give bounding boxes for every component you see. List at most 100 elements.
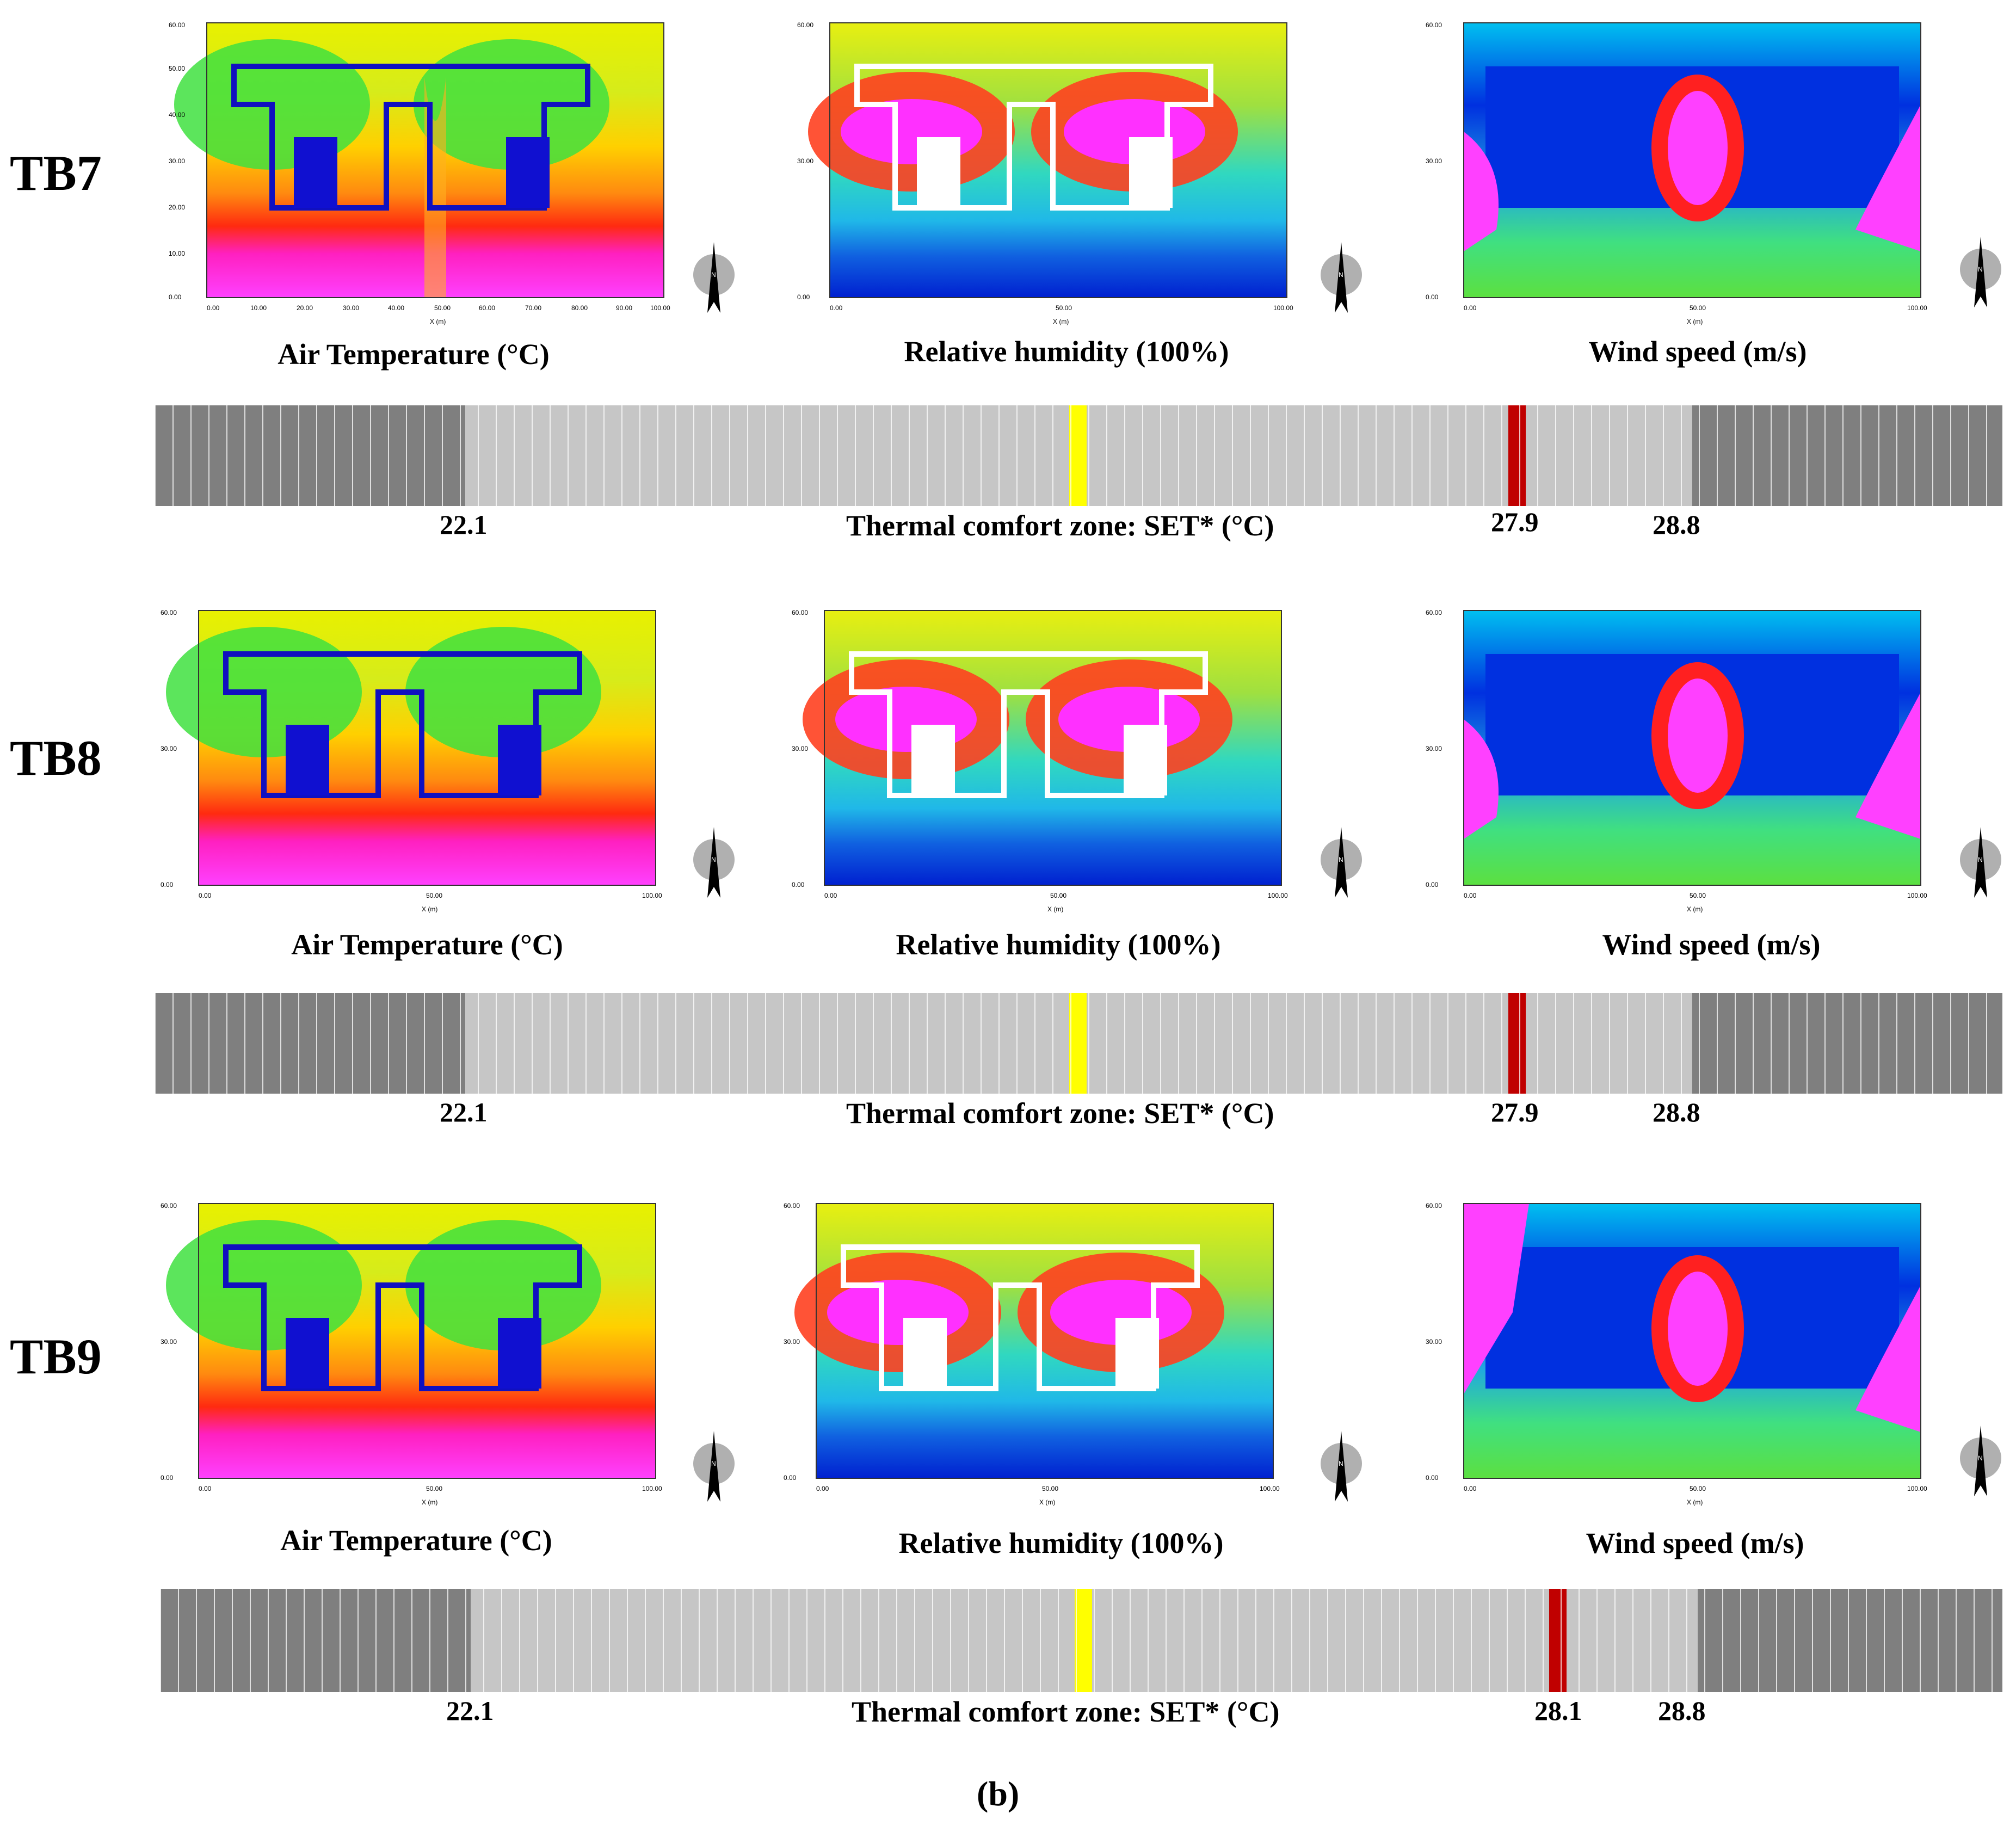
svg-text:30.00: 30.00 [1426,1338,1442,1346]
caption-temperature-tb8: Air Temperature (°C) [291,928,563,961]
scale-low-label-tb9: 22.1 [446,1695,494,1726]
svg-text:30.00: 30.00 [1426,157,1442,165]
scale-low-label-tb8: 22.1 [440,1097,488,1127]
svg-text:80.00: 80.00 [571,304,588,312]
set-scale-bar-graphic [155,993,2002,1094]
north-arrow-icon: N [1960,827,2001,898]
svg-text:20.00: 20.00 [169,203,185,211]
svg-text:X (m): X (m) [430,318,446,325]
svg-text:70.00: 70.00 [525,304,541,312]
scale-low-label-tb7: 22.1 [440,509,488,540]
svg-text:20.00: 20.00 [297,304,313,312]
row-label-tb8: TB8 [10,730,102,786]
svg-text:100.00: 100.00 [650,304,670,312]
svg-text:N: N [1978,856,1983,863]
svg-text:60.00: 60.00 [169,21,185,29]
svg-text:50.00: 50.00 [1050,892,1066,899]
svg-text:N: N [1978,1454,1983,1462]
svg-text:100.00: 100.00 [642,892,662,899]
svg-text:30.00: 30.00 [792,745,808,752]
humidity-map-tb9: 60.00 30.00 0.00 0.00 50.00 100.00 X (m) [781,1197,1281,1513]
svg-text:X (m): X (m) [1687,1498,1703,1506]
scale-current-label-tb8: 27.9 [1491,1097,1539,1127]
svg-text:40.00: 40.00 [388,304,404,312]
svg-text:0.00: 0.00 [161,1474,174,1482]
svg-text:30.00: 30.00 [161,1338,177,1346]
svg-text:X (m): X (m) [1039,1498,1055,1506]
svg-text:N: N [711,271,716,279]
svg-text:60.00: 60.00 [479,304,495,312]
svg-text:0.00: 0.00 [1426,881,1439,889]
svg-text:50.00: 50.00 [1042,1485,1058,1492]
svg-text:0.00: 0.00 [161,881,174,889]
svg-text:N: N [1339,1460,1343,1467]
svg-text:0.00: 0.00 [1464,304,1477,312]
svg-text:100.00: 100.00 [1907,304,1927,312]
svg-text:100.00: 100.00 [1268,892,1288,899]
north-arrow-icon: N [1960,237,2001,307]
svg-text:60.00: 60.00 [784,1202,800,1210]
svg-text:50.00: 50.00 [1690,892,1706,899]
svg-text:50.00: 50.00 [426,892,442,899]
humidity-map-tb8: 60.00 30.00 0.00 0.00 50.00 100.00 X (m) [789,604,1290,920]
scale-current-label-tb9: 28.1 [1534,1695,1582,1726]
scale-high-label-tb7: 28.8 [1653,509,1700,540]
svg-text:100.00: 100.00 [1260,1485,1280,1492]
svg-text:50.00: 50.00 [1056,304,1072,312]
air-temperature-map-tb8: 60.00 30.00 0.00 0.00 50.00 100.00 X (m) [155,604,667,920]
wind-map-tb7: 60.00 30.00 0.00 0.00 50.00 100.00 X (m) [1420,16,1943,332]
north-arrow-icon: N [1321,242,1362,313]
svg-text:X (m): X (m) [1047,905,1063,913]
caption-humidity-tb9: Relative humidity (100%) [898,1527,1224,1559]
caption-wind-tb7: Wind speed (m/s) [1588,335,1807,368]
svg-text:X (m): X (m) [1053,318,1069,325]
wind-map-tb8: 60.00 30.00 0.00 0.00 50.00 100.00 X (m) [1420,604,1943,920]
figure-label: (b) [977,1774,1020,1813]
svg-text:0.00: 0.00 [816,1485,829,1492]
north-arrow-icon: N [1960,1426,2001,1496]
svg-text:0.00: 0.00 [1464,892,1477,899]
wind-map-tb9: 60.00 30.00 0.00 0.00 50.00 100.00 X (m) [1420,1197,1943,1513]
svg-text:30.00: 30.00 [1426,745,1442,752]
scale-title-tb8: Thermal comfort zone: SET* (°C) [846,1097,1274,1130]
north-arrow-icon: N [693,242,735,313]
scale-current-label-tb7: 27.9 [1491,507,1539,537]
set-scale-bar-graphic [155,405,2002,506]
air-temperature-map-tb9: 60.00 30.00 0.00 0.00 50.00 100.00 X (m) [155,1197,667,1513]
svg-text:90.00: 90.00 [616,304,632,312]
north-arrow-icon: N [693,827,735,898]
caption-wind-tb8: Wind speed (m/s) [1602,928,1821,961]
svg-text:40.00: 40.00 [169,111,185,119]
svg-text:60.00: 60.00 [1426,1202,1442,1210]
svg-text:10.00: 10.00 [169,250,185,257]
air-temperature-map-tb7: 60.00 50.00 40.00 30.00 20.00 10.00 0.00… [163,16,675,332]
north-arrow-icon: N [1321,1431,1362,1502]
svg-text:N: N [1978,266,1983,273]
svg-text:0.00: 0.00 [824,892,837,899]
set-scale-bar-tb7 [155,405,2002,506]
svg-text:100.00: 100.00 [1907,892,1927,899]
svg-text:50.00: 50.00 [1690,304,1706,312]
north-arrow-icon: N [693,1431,735,1502]
caption-humidity-tb7: Relative humidity (100%) [904,335,1229,368]
svg-text:30.00: 30.00 [161,745,177,752]
set-scale-bar-tb8 [155,993,2002,1094]
svg-text:50.00: 50.00 [169,65,185,72]
svg-text:0.00: 0.00 [1464,1485,1477,1492]
svg-text:60.00: 60.00 [1426,609,1442,616]
svg-text:0.00: 0.00 [169,293,182,301]
svg-text:N: N [1339,271,1343,279]
svg-text:60.00: 60.00 [161,609,177,616]
svg-text:60.00: 60.00 [161,1202,177,1210]
caption-wind-tb9: Wind speed (m/s) [1586,1527,1804,1559]
svg-text:X (m): X (m) [1687,318,1703,325]
humidity-map-tb7: 60.00 30.00 0.00 0.00 50.00 100.00 X (m) [794,16,1295,332]
svg-text:100.00: 100.00 [1273,304,1293,312]
svg-text:30.00: 30.00 [797,157,813,165]
svg-text:30.00: 30.00 [169,157,185,165]
svg-text:0.00: 0.00 [830,304,843,312]
svg-text:X (m): X (m) [422,905,437,913]
svg-text:0.00: 0.00 [792,881,805,889]
svg-text:50.00: 50.00 [1690,1485,1706,1492]
svg-text:50.00: 50.00 [426,1485,442,1492]
